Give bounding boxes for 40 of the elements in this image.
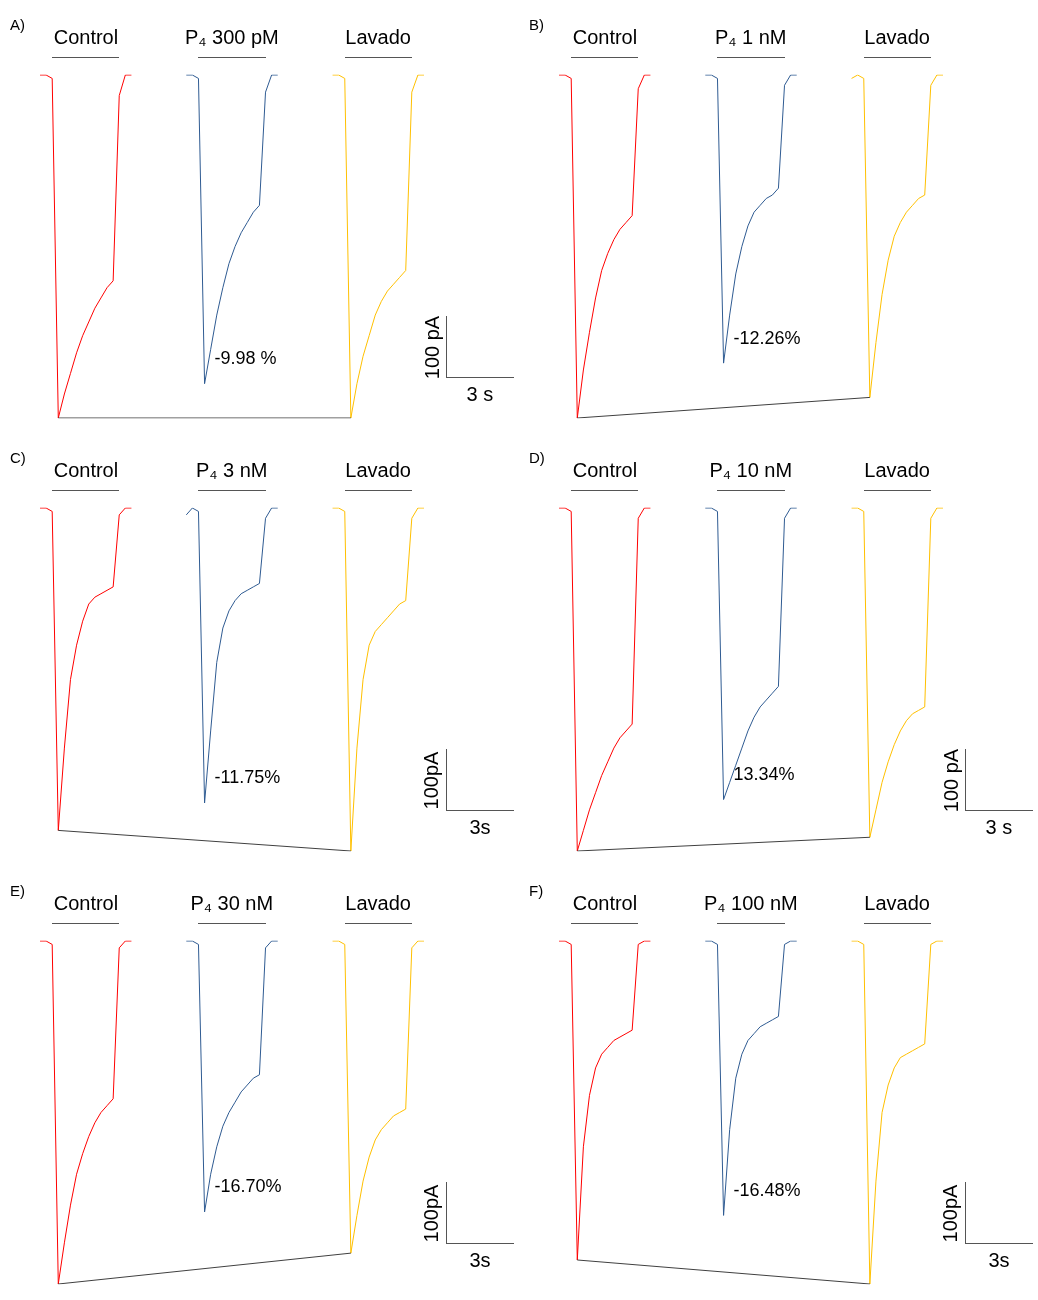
series-label: Control bbox=[572, 891, 638, 915]
annotation: -9.98 % bbox=[214, 348, 277, 370]
chart-title: D) bbox=[529, 448, 545, 466]
series-label: P₄ 1 nM bbox=[715, 25, 787, 49]
series-label: Control bbox=[572, 25, 638, 49]
chart-title: B) bbox=[529, 15, 544, 33]
series-label: Lavado bbox=[345, 458, 411, 482]
x-axis-title: 3 s bbox=[466, 382, 494, 406]
series-label: Lavado bbox=[864, 25, 930, 49]
annotation: -11.75% bbox=[214, 767, 281, 789]
x-axis-title: 3s bbox=[469, 1248, 491, 1272]
series-label: P₄ 100 nM bbox=[704, 891, 798, 915]
series-label: P₄ 3 nM bbox=[196, 458, 268, 482]
series-label: Lavado bbox=[864, 891, 930, 915]
series-label: Lavado bbox=[864, 458, 930, 482]
series-label: Lavado bbox=[345, 25, 411, 49]
series-label: P₄ 10 nM bbox=[709, 458, 793, 482]
series-label: Control bbox=[53, 458, 119, 482]
y-axis-title: 100 pA bbox=[420, 315, 444, 379]
series-label: Control bbox=[572, 458, 638, 482]
x-axis-title: 3s bbox=[469, 815, 491, 839]
annotation: -12.26% bbox=[733, 327, 801, 349]
annotation: -16.70% bbox=[214, 1176, 282, 1198]
y-axis-title: 100 pA bbox=[939, 748, 963, 812]
series-label: P₄ 30 nM bbox=[190, 891, 274, 915]
x-axis-title: 3 s bbox=[985, 815, 1013, 839]
y-axis-title: 100pA bbox=[939, 1184, 963, 1242]
x-axis-title: 3s bbox=[988, 1248, 1010, 1272]
chart-title: F) bbox=[529, 881, 544, 899]
y-axis-title: 100pA bbox=[420, 1184, 444, 1242]
chart-title: A) bbox=[10, 15, 25, 33]
chart-title: C) bbox=[10, 448, 26, 466]
annotation: 13.34% bbox=[733, 764, 795, 786]
annotation: -16.48% bbox=[733, 1179, 801, 1201]
series-label: Lavado bbox=[345, 891, 411, 915]
series-label: P₄ 300 pM bbox=[185, 25, 279, 49]
chart-title: E) bbox=[10, 881, 25, 899]
series-label: Control bbox=[53, 891, 119, 915]
series-label: Control bbox=[53, 25, 119, 49]
y-axis-title: 100pA bbox=[420, 751, 444, 809]
